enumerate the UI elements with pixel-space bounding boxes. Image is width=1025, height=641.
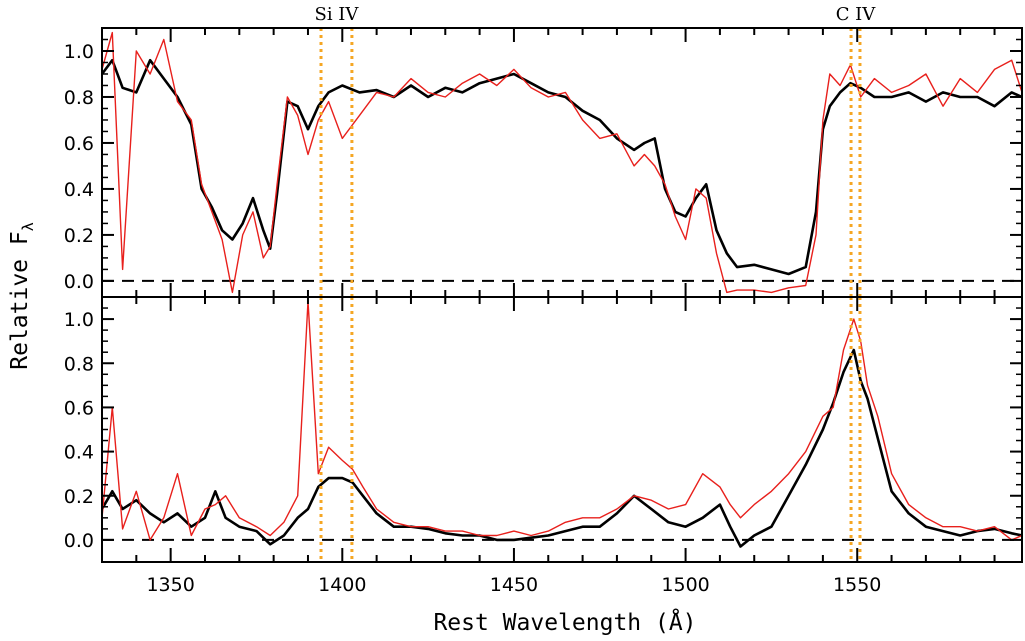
x-axis-title: Rest Wavelength (Å) [433, 608, 696, 636]
top-panel: 0.0 0.2 0.4 0.6 0.8 1.0 [64, 27, 1023, 298]
y-axis-title-subscript: λ [19, 222, 37, 231]
bottom-y-tick-label: 0.8 [64, 353, 94, 375]
y-axis-title-main: Relative F [7, 231, 33, 369]
x-axis: 1350 1400 1450 1500 1550 [146, 574, 881, 596]
y-axis-title: Relative Fλ [7, 222, 37, 370]
bottom-y-tick-label: 0.2 [64, 486, 94, 508]
bottom-y-tick-label: 0.0 [64, 530, 94, 552]
top-y-tick-label: 0.4 [64, 179, 94, 201]
x-tick-label: 1450 [490, 574, 538, 596]
top-y-tick-label: 0.0 [64, 271, 94, 293]
bottom-y-tick-label: 0.4 [64, 442, 94, 464]
x-tick-label: 1500 [661, 574, 709, 596]
top-y-tick-label: 1.0 [64, 41, 94, 63]
bottom-y-tick-label: 1.0 [64, 309, 94, 331]
top-y-tick-label: 0.2 [64, 225, 94, 247]
top-frame [101, 27, 1023, 298]
reference-line-labels: Si IV C IV [315, 4, 877, 25]
reference-line-label: C IV [836, 4, 877, 25]
x-tick-label: 1400 [318, 574, 366, 596]
bottom-series-2-line [102, 300, 1022, 541]
x-tick-label: 1350 [146, 574, 194, 596]
bottom-frame [101, 296, 1023, 563]
top-series-2-line [102, 31, 1022, 294]
x-tick-label: 1550 [833, 574, 881, 596]
bottom-plot-area [102, 297, 1022, 562]
reference-line-label: Si IV [315, 4, 360, 25]
bottom-y-tick-label: 0.6 [64, 397, 94, 419]
top-plot-area [102, 28, 1022, 297]
bottom-series-1-line [102, 348, 1022, 548]
bottom-panel: 0.0 0.2 0.4 0.6 0.8 1.0 [64, 296, 1023, 563]
top-y-tick-label: 0.8 [64, 87, 94, 109]
top-series-1-line [102, 58, 1022, 276]
top-y-tick-label: 0.6 [64, 133, 94, 155]
